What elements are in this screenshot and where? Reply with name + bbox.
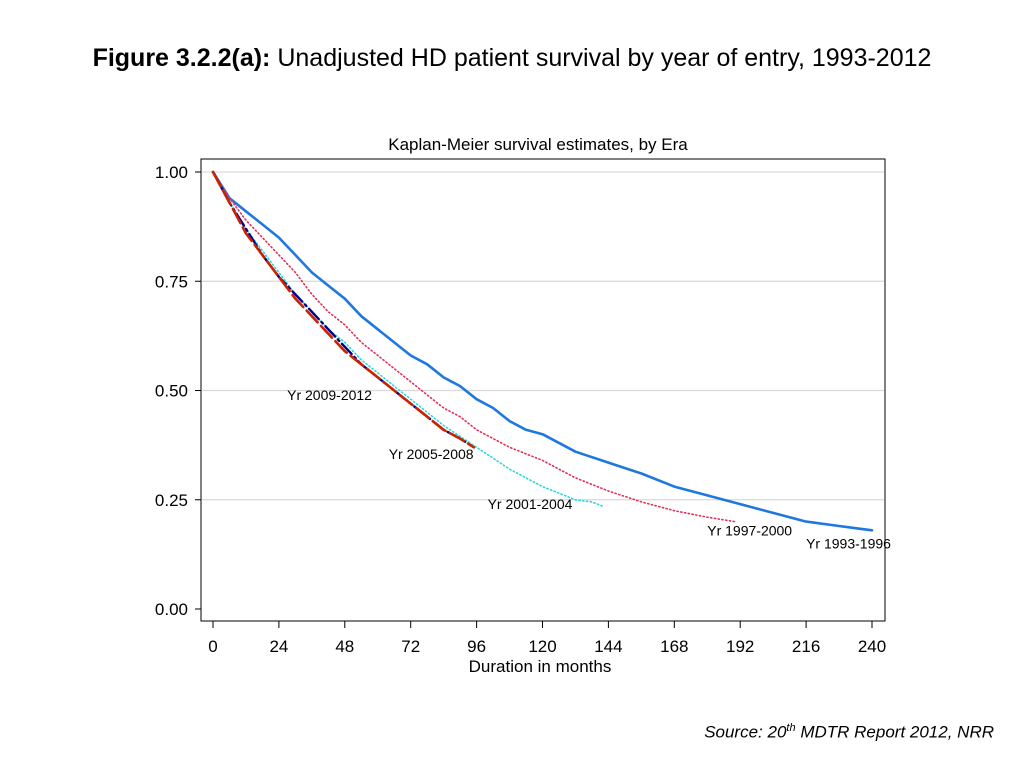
series-label-4: Yr 2009-2012 [287,387,372,403]
chart-title: Kaplan-Meier survival estimates, by Era [388,135,688,154]
series-line-2 [212,171,604,508]
y-tick-label: 0.75 [155,272,188,291]
x-tick-label: 24 [269,637,288,656]
figure-text: Unadjusted HD patient survival by year o… [277,44,932,72]
x-tick-label: 240 [858,637,886,656]
source-note: Source: 20th MDTR Report 2012, NRR [704,722,994,743]
x-tick-label: 72 [401,637,420,656]
y-tick-label: 0.25 [155,491,188,510]
series-labels: Yr 1993-1996 Yr 1997-2000 Yr 2001-2004 Yr 2… [287,387,891,552]
x-tick-label: 0 [208,637,217,656]
series-label-2: Yr 2001-2004 [488,496,573,512]
y-tick-label: 0.50 [155,382,188,401]
source-prefix: Source: 20 [704,722,787,742]
series-line-0 [211,170,874,532]
x-tick-label: 48 [335,637,354,656]
source-sup: th [786,722,796,734]
x-tick-label: 96 [467,637,486,656]
series-line-1 [212,171,736,523]
series-label-3: Yr 2005-2008 [389,446,474,462]
x-tick-label: 144 [594,637,622,656]
figure-label: Figure 3.2.2(a): [92,44,271,72]
gridlines [202,171,884,501]
y-tick-label: 1.00 [155,163,188,182]
x-axis-label: Duration in months [469,657,612,676]
x-tick-label: 192 [726,637,754,656]
axes: 0.00 0.25 0.50 0.75 1.00 0 24 48 72 96 120 144 168 19… [155,163,886,656]
figure-title: Figure 3.2.2(a): Unadjusted HD patient s… [40,42,984,75]
series-line-3 [211,170,476,449]
series-label-1: Yr 1997-2000 [707,522,792,538]
source-suffix: MDTR Report 2012, NRR [795,722,994,742]
series-line-4 [211,170,476,449]
x-tick-label: 120 [528,637,556,656]
x-tick-label: 168 [660,637,688,656]
series-lines [211,170,874,532]
y-tick-label: 0.00 [155,600,188,619]
x-tick-label: 216 [792,637,820,656]
series-label-0: Yr 1993-1996 [806,535,891,551]
